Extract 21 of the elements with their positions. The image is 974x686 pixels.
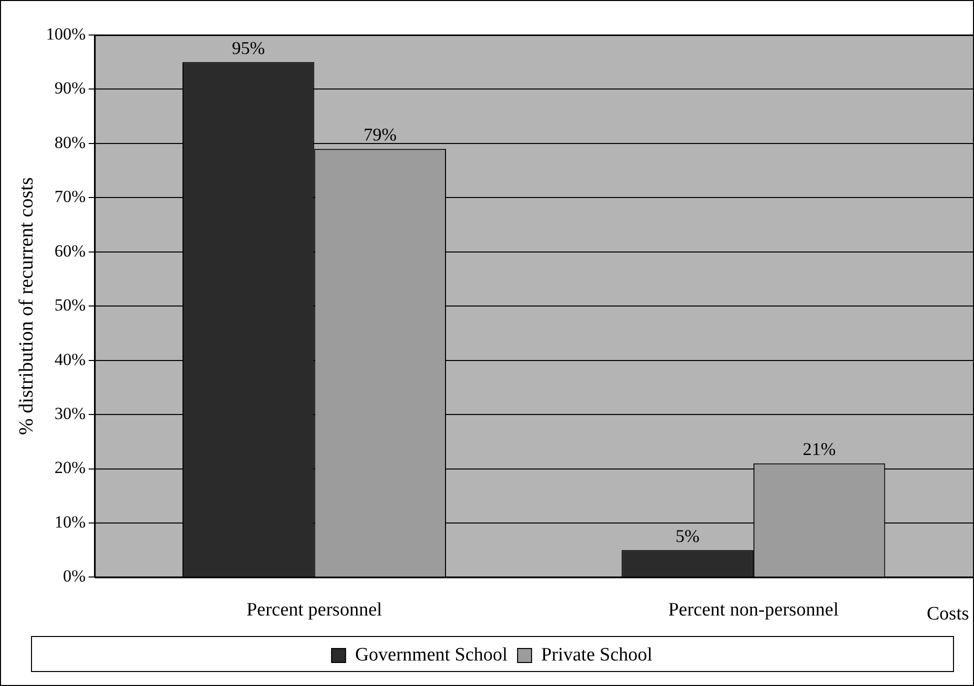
y-tick-label: 90%	[54, 78, 86, 98]
y-tick-label: 50%	[54, 296, 86, 315]
y-tick-label: 80%	[54, 132, 86, 152]
y-tick-label: 60%	[54, 241, 86, 260]
legend-label: Government School	[355, 644, 508, 666]
x-tick-label: Percent personnel	[246, 600, 382, 621]
data-label: 21%	[802, 439, 836, 460]
legend-label: Private School	[541, 644, 652, 666]
y-axis-title: % distribution of recurrent costs	[15, 177, 38, 435]
data-label: 5%	[676, 526, 700, 546]
y-tick-label: 100%	[46, 24, 86, 44]
y-tick-label: 0%	[62, 566, 86, 586]
data-label: 79%	[364, 124, 397, 145]
y-tick-label: 70%	[54, 187, 86, 206]
y-tick-label: 20%	[54, 458, 86, 478]
x-tick-label: Percent non-personnel	[668, 600, 839, 621]
y-tick-label: 40%	[54, 350, 86, 369]
y-tick-label: 30%	[54, 404, 86, 424]
x-axis-title: Costs	[926, 604, 969, 625]
data-label: 95%	[232, 38, 265, 58]
y-tick-label: 10%	[54, 512, 86, 532]
